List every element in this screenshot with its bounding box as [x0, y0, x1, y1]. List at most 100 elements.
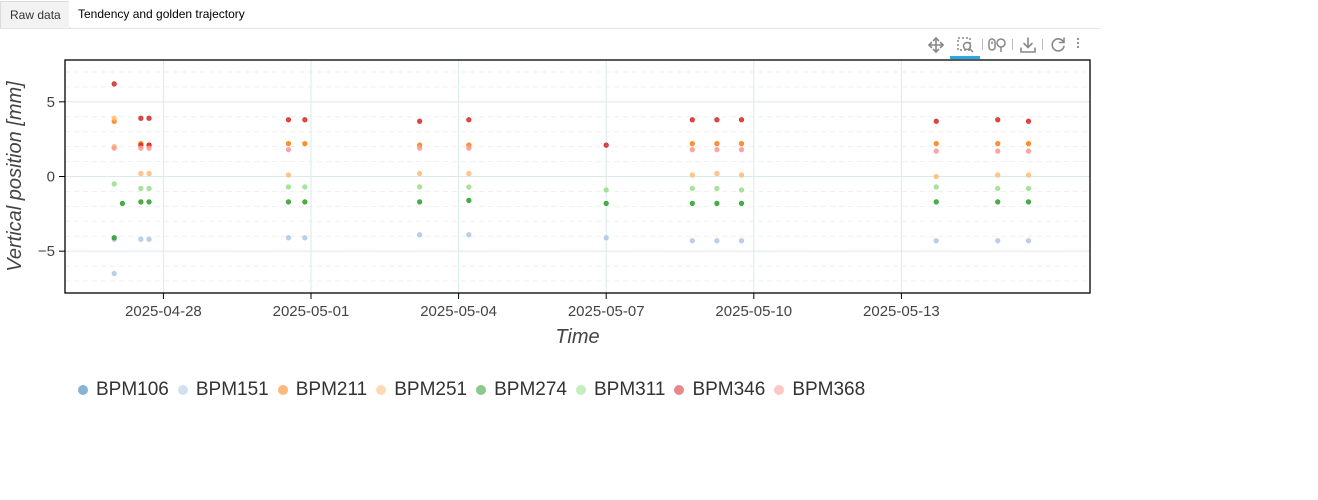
legend-label: BPM346 — [692, 379, 766, 400]
legend-item-bpm151[interactable]: BPM151 — [177, 379, 269, 401]
data-point-bpm274 — [689, 200, 695, 206]
x-tick-label: 2025-05-04 — [420, 303, 497, 320]
data-point-bpm251 — [995, 172, 1001, 178]
legend-label: BPM151 — [195, 379, 269, 400]
data-point-bpm274 — [933, 199, 939, 205]
x-tick-label: 2025-05-13 — [863, 303, 940, 320]
y-axis-label: Vertical position [mm] — [4, 81, 26, 272]
data-point-bpm311 — [138, 185, 144, 192]
toolbar-divider — [1042, 39, 1043, 50]
data-point-bpm346 — [995, 117, 1001, 123]
y-axis-ticks: 5 0 −5 — [38, 94, 65, 260]
tab-bar: Raw data Tendency and golden trajectory — [0, 0, 1100, 29]
tab-tendency-golden-trajectory[interactable]: Tendency and golden trajectory — [69, 1, 254, 27]
data-point-bpm274 — [111, 235, 117, 241]
data-point-bpm346 — [111, 81, 117, 87]
legend-marker — [78, 385, 88, 395]
legend-label: BPM251 — [394, 379, 468, 400]
pan-icon[interactable] — [924, 34, 948, 56]
data-point-bpm251 — [146, 170, 152, 177]
save-icon[interactable] — [1016, 34, 1040, 56]
tab-raw-data[interactable]: Raw data — [0, 1, 71, 28]
data-point-bpm346 — [689, 117, 695, 123]
toolbar-divider — [1012, 39, 1013, 50]
data-point-bpm151 — [1025, 238, 1032, 244]
legend-item-bpm106[interactable]: BPM106 — [78, 379, 169, 401]
legend-label: BPM274 — [494, 379, 567, 400]
data-point-bpm311 — [111, 181, 117, 187]
scatter-chart[interactable]: 2025-04-28 2025-05-01 2025-05-04 2025-05-07… — [0, 40, 1100, 358]
data-point-bpm251 — [466, 170, 472, 177]
toolbar-divider — [982, 39, 983, 50]
data-point-bpm274 — [417, 199, 423, 205]
data-point-bpm274 — [146, 199, 152, 205]
data-point-bpm151 — [689, 238, 695, 244]
data-point-bpm346 — [138, 115, 144, 121]
data-point-bpm368 — [111, 145, 117, 151]
x-axis-ticks: 2025-04-28 2025-05-01 2025-05-04 2025-05-07… — [125, 293, 940, 320]
data-point-bpm211 — [714, 141, 720, 147]
data-point-bpm311 — [417, 184, 423, 190]
data-point-bpm211 — [285, 141, 292, 147]
legend-item-bpm368[interactable]: BPM368 — [774, 379, 865, 401]
data-point-bpm311 — [466, 184, 472, 190]
data-point-bpm311 — [995, 185, 1001, 192]
data-point-bpm211 — [1025, 141, 1032, 147]
x-tick-label: 2025-05-01 — [273, 303, 350, 320]
data-point-bpm151 — [302, 235, 308, 241]
legend-marker — [177, 385, 188, 395]
data-point-bpm346 — [417, 118, 423, 124]
data-point-bpm368 — [285, 147, 292, 153]
data-point-bpm311 — [933, 184, 939, 190]
legend-marker — [674, 385, 685, 395]
data-point-bpm346 — [302, 117, 308, 123]
x-axis-label: Time — [555, 326, 599, 348]
data-point-bpm251 — [138, 170, 144, 177]
data-point-bpm274 — [285, 199, 292, 205]
reset-icon[interactable] — [1046, 34, 1070, 56]
data-point-bpm368 — [146, 145, 152, 151]
data-point-bpm151 — [466, 232, 472, 238]
data-point-bpm211 — [302, 141, 308, 147]
data-point-bpm311 — [689, 185, 695, 192]
menu-icon[interactable] — [1072, 34, 1084, 56]
data-point-bpm251 — [417, 170, 423, 177]
data-point-bpm251 — [714, 170, 720, 177]
data-point-bpm251 — [1025, 172, 1032, 178]
data-point-bpm346 — [285, 117, 292, 123]
legend-item-bpm346[interactable]: BPM346 — [674, 379, 765, 401]
data-point-bpm251 — [738, 172, 745, 178]
data-point-bpm151 — [738, 238, 745, 244]
data-point-bpm274 — [302, 199, 308, 205]
y-tick-label: 5 — [47, 94, 55, 111]
data-point-bpm251 — [689, 172, 695, 178]
data-point-bpm151 — [146, 236, 152, 242]
data-point-bpm368 — [689, 147, 695, 153]
data-point-bpm251 — [933, 173, 939, 180]
data-point-bpm368 — [466, 145, 472, 151]
legend-marker — [774, 385, 785, 395]
data-point-bpm311 — [1025, 185, 1032, 192]
data-point-bpm251 — [111, 115, 117, 121]
legend-marker — [277, 385, 288, 395]
legend-item-bpm211[interactable]: BPM211 — [277, 379, 367, 401]
legend-marker — [575, 385, 586, 395]
legend-marker — [376, 385, 387, 395]
data-point-bpm368 — [138, 145, 144, 151]
data-point-bpm368 — [1025, 148, 1032, 154]
legend-item-bpm274[interactable]: BPM274 — [476, 379, 567, 401]
legend-item-bpm251[interactable]: BPM251 — [376, 379, 467, 401]
legend-item-bpm311[interactable]: BPM311 — [575, 379, 665, 401]
box-zoom-icon[interactable] — [950, 34, 980, 59]
legend-marker — [476, 385, 487, 395]
data-point-bpm151 — [933, 238, 939, 244]
x-tick-label: 2025-05-07 — [568, 303, 645, 320]
data-point-bpm368 — [417, 145, 423, 151]
legend-label: BPM106 — [96, 379, 169, 400]
data-point-bpm311 — [603, 187, 609, 193]
data-point-bpm211 — [995, 141, 1001, 147]
data-point-bpm368 — [995, 148, 1001, 154]
wheel-zoom-icon[interactable] — [986, 34, 1010, 56]
data-point-bpm346 — [466, 117, 472, 123]
data-point-bpm274 — [1025, 199, 1032, 205]
